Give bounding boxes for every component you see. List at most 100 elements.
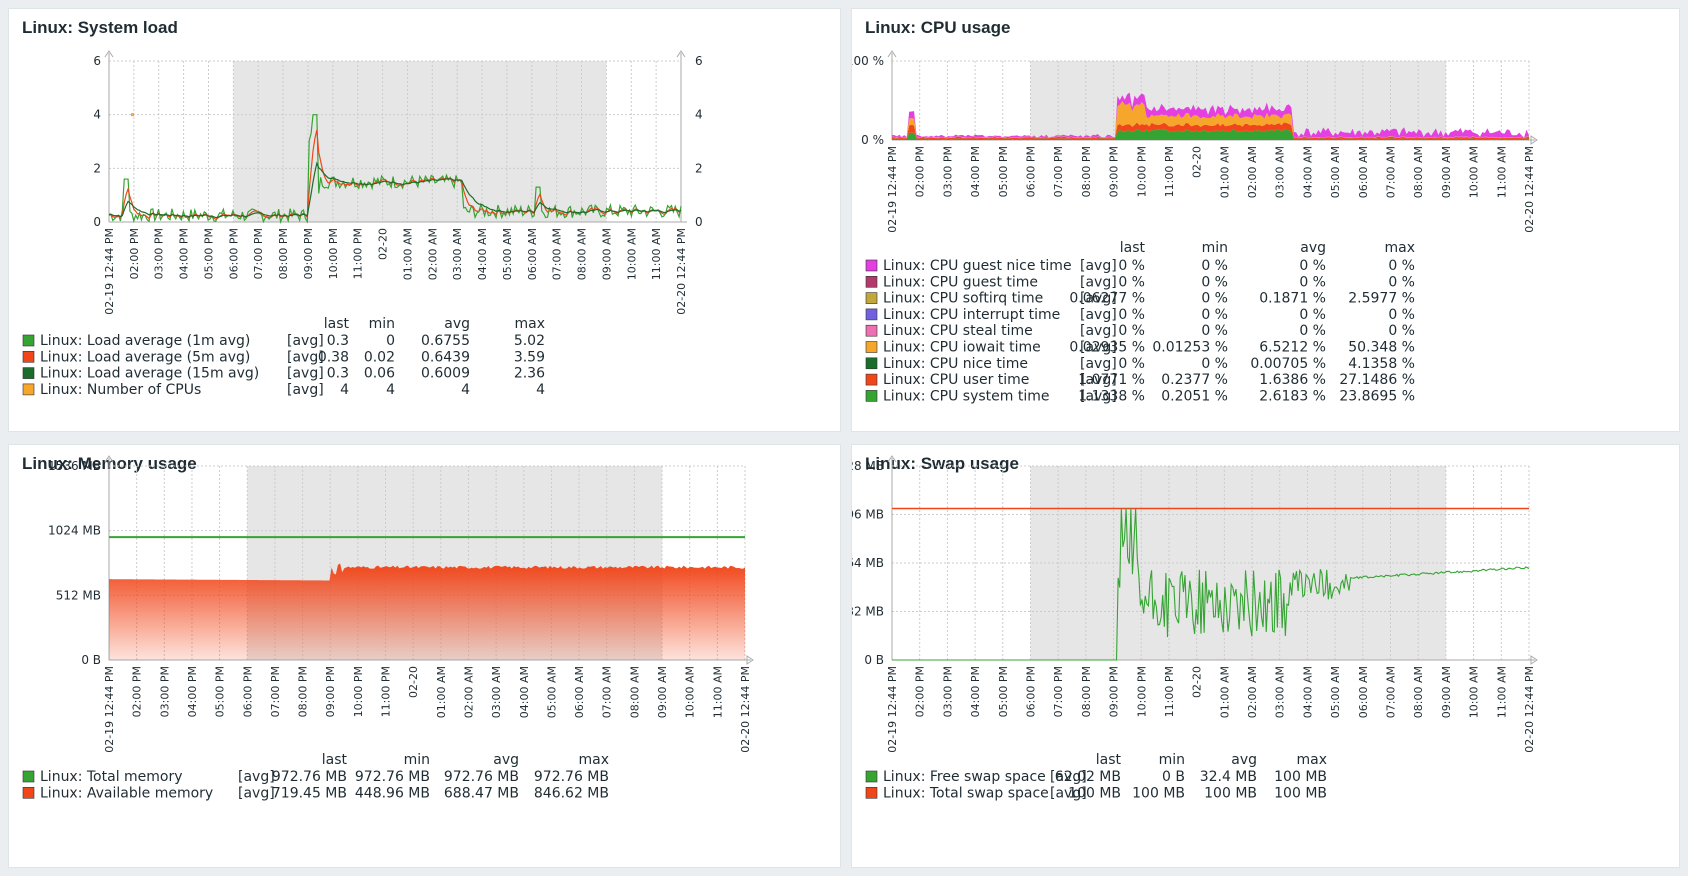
y-tick-label: 1536 MB xyxy=(48,459,101,473)
legend-last-value: 719.45 MB xyxy=(272,785,347,801)
night-shade xyxy=(233,61,607,222)
time-tick-label: 02-20 xyxy=(1191,146,1204,178)
time-tick-label: 03:00 AM xyxy=(1274,146,1287,198)
right-y-tick-label: 2 xyxy=(695,161,703,175)
series-area-available-memory xyxy=(109,563,745,660)
time-tick-label: 04:00 AM xyxy=(518,666,531,718)
time-tick-label: 11:00 AM xyxy=(1495,146,1508,198)
y-tick-label: 64 MB xyxy=(852,556,884,570)
time-tick-label: 04:00 PM xyxy=(178,228,191,279)
time-tick-label: 02-19 12:44 PM xyxy=(886,146,899,233)
y-axis-arrow xyxy=(104,455,114,463)
x-axis-arrow xyxy=(1530,655,1538,665)
time-tick-label: 09:00 AM xyxy=(600,228,613,280)
time-tick-label: 10:00 AM xyxy=(1468,146,1481,198)
series-area xyxy=(892,122,1529,140)
legend-min-value: 448.96 MB xyxy=(355,785,430,801)
right-y-tick-label: 6 xyxy=(695,54,703,68)
legend-series-name: Linux: CPU nice time xyxy=(883,356,1028,372)
time-tick-label: 11:00 AM xyxy=(711,666,724,718)
time-tick-label: 04:00 PM xyxy=(186,666,199,717)
legend-swatch xyxy=(22,350,35,363)
legend-header-max: max xyxy=(514,316,545,332)
time-tick-label: 02-20 xyxy=(377,228,390,260)
time-tick-label: 01:00 AM xyxy=(401,228,414,280)
time-tick-label: 10:00 PM xyxy=(327,228,340,279)
time-tick-label: 02:00 AM xyxy=(1246,666,1259,718)
time-tick-label: 02-19 12:44 PM xyxy=(886,666,899,753)
time-tick-label: 11:00 PM xyxy=(352,228,365,279)
legend-series-name: Linux: CPU softirq time xyxy=(883,291,1043,307)
legend-series-name: Linux: Load average (5m avg) xyxy=(40,349,250,365)
legend-avg-value: 2.6183 % xyxy=(1259,388,1326,404)
legend-swatch xyxy=(865,770,878,783)
y-tick-label: 2 xyxy=(93,161,101,175)
time-tick-label: 07:00 PM xyxy=(269,666,282,717)
legend-max-value: 3.59 xyxy=(514,349,545,365)
y-tick-label: 128 MB xyxy=(852,459,884,473)
legend-header-avg: avg xyxy=(444,316,470,332)
legend-min-value: 0 % xyxy=(1201,291,1228,307)
legend-last-value: 0.06277 % xyxy=(1069,291,1145,307)
time-tick-label: 05:00 AM xyxy=(1329,146,1342,198)
legend-min-value: 0 xyxy=(386,333,395,349)
legend-header-max: max xyxy=(1384,240,1415,256)
time-tick-label: 09:00 PM xyxy=(324,666,337,717)
legend-series-name: Linux: CPU guest nice time xyxy=(883,258,1072,274)
legend-header-avg: avg xyxy=(1231,752,1257,768)
y-axis-arrow xyxy=(887,50,897,58)
legend-swatch xyxy=(22,770,35,783)
memory-usage-chart: 02-19 12:44 PM 02:00 PM 03:00 PM 04:00 PM 05… xyxy=(22,455,754,801)
y-tick-label: 4 xyxy=(93,108,101,122)
time-tick-label: 01:00 AM xyxy=(1218,666,1231,718)
legend-max-value: 5.02 xyxy=(514,333,545,349)
time-tick-label: 03:00 PM xyxy=(941,146,954,197)
legend-avg-value: 0 % xyxy=(1299,274,1326,290)
time-tick-label: 10:00 PM xyxy=(1135,666,1148,717)
time-tick-label: 04:00 PM xyxy=(969,146,982,197)
time-tick-label: 06:00 AM xyxy=(573,666,586,718)
series-area xyxy=(892,92,1529,138)
legend-avg-value: 0 % xyxy=(1299,307,1326,323)
time-tick-label: 05:00 AM xyxy=(545,666,558,718)
right-y-axis-arrow xyxy=(676,50,686,58)
legend-avg-value: 0.1871 % xyxy=(1259,291,1326,307)
legend-avg-value: 0.6439 xyxy=(421,349,470,365)
legend-swatch xyxy=(865,259,878,272)
right-y-tick-label: 0 xyxy=(695,215,703,229)
time-tick-label: 08:00 PM xyxy=(277,228,290,279)
legend-aggregation: [avg] xyxy=(1050,769,1087,785)
time-tick-label: 03:00 PM xyxy=(941,666,954,717)
time-tick-label: 10:00 PM xyxy=(352,666,365,717)
legend-last-value: 100 MB xyxy=(1068,785,1121,801)
legend-min-value: 0 B xyxy=(1162,769,1185,785)
y-tick-label: 1024 MB xyxy=(48,524,101,538)
legend-header-avg: avg xyxy=(493,752,519,768)
legend-max-value: 2.36 xyxy=(514,366,545,382)
time-tick-label: 07:00 AM xyxy=(1385,146,1398,198)
time-tick-label: 10:00 PM xyxy=(1135,146,1148,197)
legend-aggregation: [avg] xyxy=(1080,340,1117,356)
legend-aggregation: [avg] xyxy=(238,785,275,801)
legend-series-name: Linux: CPU steal time xyxy=(883,323,1033,339)
series-line-1m xyxy=(108,114,682,225)
legend-aggregation: [avg] xyxy=(1050,785,1087,801)
time-tick-label: 06:00 PM xyxy=(241,666,254,717)
legend-min-value: 0.01253 % xyxy=(1152,340,1228,356)
panel-swap-usage: Linux: Swap usage 02-19 12:44 PM 02:00 PM… xyxy=(851,444,1680,868)
panel-title: Linux: CPU usage xyxy=(865,18,1011,37)
series-line-15m xyxy=(108,161,682,219)
legend-swatch xyxy=(865,308,878,321)
legend-min-value: 0 % xyxy=(1201,356,1228,372)
swap-usage-chart: 02-19 12:44 PM 02:00 PM 03:00 PM 04:00 PM 05… xyxy=(852,455,1538,801)
legend-header-max: max xyxy=(1296,752,1327,768)
legend-header-last: last xyxy=(322,752,348,768)
y-tick-label: 0 B xyxy=(864,653,884,667)
time-tick-label: 04:00 AM xyxy=(1301,666,1314,718)
legend-max-value: 100 MB xyxy=(1274,785,1327,801)
legend-min-value: 0 % xyxy=(1201,258,1228,274)
time-tick-label: 02-20 xyxy=(1191,666,1204,698)
right-y-tick-label: 4 xyxy=(695,108,703,122)
legend-series-name: Linux: Total memory xyxy=(40,769,183,785)
legend-min-value: 0.02 xyxy=(364,349,395,365)
